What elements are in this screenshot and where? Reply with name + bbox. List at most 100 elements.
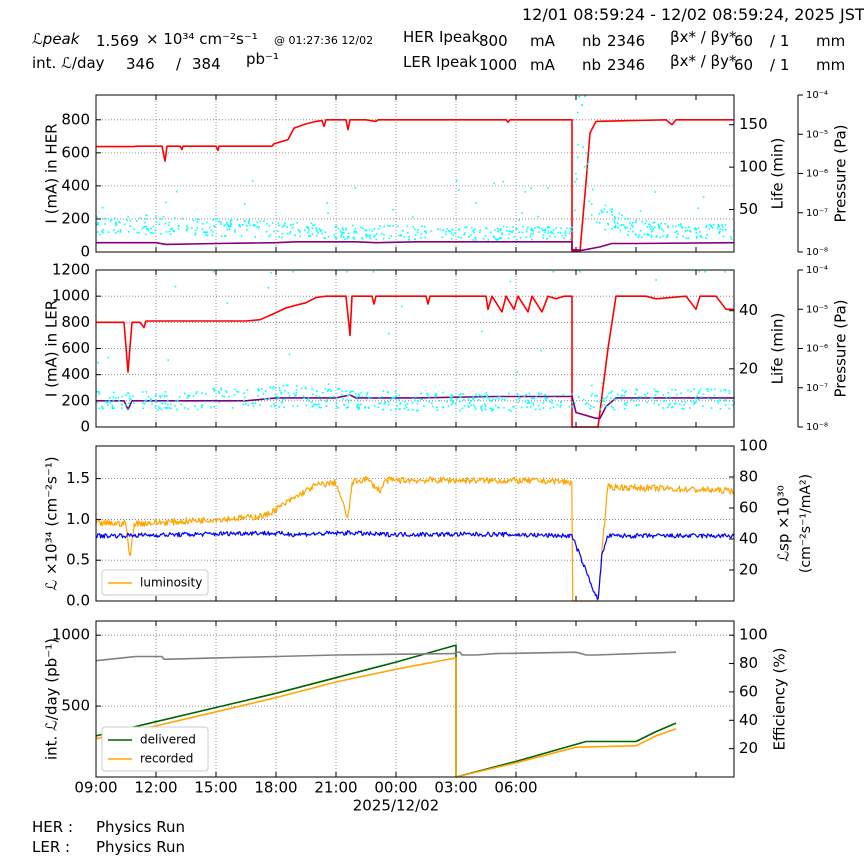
pressure-point [309,235,312,237]
pressure-point [458,189,460,191]
pressure-point [364,229,367,231]
pressure-point [728,392,731,394]
pressure-point [274,393,277,396]
pressure-point [295,391,298,394]
pressure-point [431,402,433,405]
pressure-point [710,398,713,401]
pressure-point [268,224,271,227]
pressure-point [247,404,250,407]
pressure-point [414,234,417,236]
pressure-point [602,400,604,402]
pressure-point [498,237,501,239]
pressure-point [542,229,544,232]
pressure-point [318,406,321,408]
pressure-point [472,395,475,398]
pressure-point [306,226,308,228]
pressure-point [441,236,444,238]
pressure-point [512,226,515,228]
pressure-point [627,234,629,236]
pressure-point [721,224,724,226]
pressure-point [271,222,274,224]
pressure-point [271,387,274,390]
y2-tick-label: 150 [739,115,768,133]
x-tick-label: 00:00 [374,779,417,797]
pressure-point [303,397,305,400]
pressure-point [425,232,427,234]
pressure-point [104,223,106,225]
pressure-point [538,393,540,396]
pressure-point [549,407,552,409]
pressure-point [256,221,258,224]
pressure-point [335,402,338,405]
pressure-point [128,397,131,400]
pressure-point [380,232,383,235]
pressure-point [674,231,676,234]
y2-tick-label: 40 [739,301,758,319]
y2-tick-label: 100 [739,158,768,176]
pressure-point [352,390,354,393]
pressure-point [690,400,693,403]
pressure-point [144,225,146,228]
pressure-point [655,279,657,281]
pressure-axis-label: Pressure (Pa) [832,124,850,222]
pressure-point [253,223,255,226]
pressure-point [527,399,529,402]
pressure-point [170,228,172,230]
pressure-point [212,231,214,233]
pressure-point [292,405,294,408]
pressure-point [158,395,161,397]
pressure-point [532,402,534,404]
pressure-point [407,409,410,411]
pressure-point [186,397,189,399]
pressure-point [317,232,320,234]
pressure-point [610,397,612,400]
pressure-point [365,233,367,236]
pressure-point [577,111,579,114]
pressure-point [335,397,338,399]
pressure-point [340,231,343,234]
pressure-point [436,409,439,412]
pressure-point [683,408,685,410]
pressure-point [263,220,265,222]
her-beta-unit: mm [816,32,846,50]
pressure-point [680,225,682,227]
pressure-point [314,403,317,406]
pressure-point [439,228,441,231]
pressure-point [615,398,617,400]
pressure-point [176,190,178,193]
pressure-point [616,222,619,225]
pressure-point [127,392,130,395]
pressure-point [505,230,508,232]
pressure-point [632,230,634,233]
pressure-point [694,397,697,400]
pressure-point [187,227,189,229]
pressure-point [590,395,593,397]
pressure-point [464,226,466,229]
pressure-point [484,408,487,411]
pressure-point [716,400,718,403]
pressure-point [653,402,656,405]
pressure-point [598,222,601,224]
pressure-point [398,399,400,401]
pressure-point [712,223,715,226]
her-peak-unit: mA [530,32,555,50]
pressure-point [714,388,716,390]
pressure-point [358,404,361,407]
pressure-point [313,403,315,406]
pressure-point [531,228,534,231]
pressure-point [245,229,248,231]
pressure-point [500,228,502,230]
pressure-point [353,230,356,232]
pressure-point [177,227,179,230]
pressure-point [417,228,419,231]
her-peak-current: 800 [479,32,508,50]
recorded-line [95,657,677,778]
pressure-point [141,391,144,393]
pressure-point [469,401,471,404]
pressure-point [445,400,448,403]
pressure-point [473,397,476,400]
pressure-point [509,280,512,283]
pressure-point [669,402,671,405]
pressure-point [621,389,624,392]
pressure-point [394,408,397,411]
